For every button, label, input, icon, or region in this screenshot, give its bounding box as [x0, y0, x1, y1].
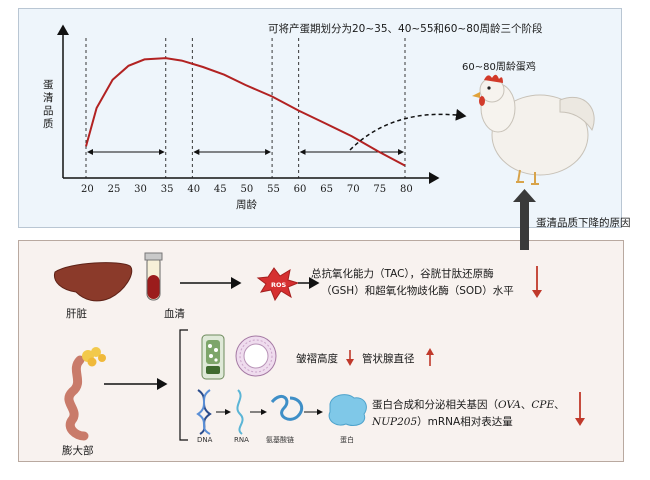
y-axis-label-4: 质 [43, 118, 54, 130]
chart-annotation: 可将产蛋期划分为20~35、40~55和60~80周龄三个阶段 [268, 22, 543, 35]
x-tick-labels: 20 25 30 35 40 45 50 55 60 65 70 75 80 [81, 184, 413, 195]
liver-label: 肝脏 [66, 307, 87, 320]
dna-label: DNA [197, 436, 213, 444]
antioxidant-text-line1: 总抗氧化能力（TAC），谷胱甘肽还原酶 [311, 267, 494, 280]
protein-label: 蛋白 [340, 435, 354, 444]
gene-line2-suffix: ）mRNA相对表达量 [417, 415, 513, 428]
serum-tube-illustration [144, 252, 163, 301]
phase-dividers [85, 38, 406, 178]
fold-height-text: 皱褶高度 [296, 352, 338, 365]
gland-histology-icon [235, 335, 277, 377]
y-axis-label-3: 品 [43, 105, 54, 117]
magnum-label: 膨大部 [62, 444, 94, 457]
fold-height-down-arrow [346, 350, 354, 366]
x-tick-label: 25 [108, 184, 121, 195]
y-axis-label-1: 蛋 [43, 79, 54, 91]
liver-illustration [53, 262, 133, 302]
fold-histology-icon [201, 334, 225, 380]
x-tick-label: 35 [161, 184, 174, 195]
dna-helix-icon [196, 389, 212, 435]
gene-expression-line2: NUP205）mRNA相对表达量 [371, 415, 513, 428]
serum-label: 血清 [164, 307, 185, 320]
rna-label: RNA [234, 436, 249, 444]
cause-arrow-label: 蛋清品质下降的原因 [536, 216, 631, 229]
gland-diameter-text: 管状腺直径 [362, 352, 415, 365]
protein-blob-icon [328, 394, 367, 427]
chicken-label: 60~80周龄蛋鸡 [462, 60, 536, 73]
gene-line1-suffix: 、 [554, 399, 565, 411]
ros-burst-icon [256, 267, 300, 302]
gene-cpe: CPE [531, 399, 554, 411]
x-tick-label: 45 [214, 184, 227, 195]
x-axis-label: 周龄 [236, 198, 257, 211]
gene-sep: 、 [521, 399, 532, 411]
amino-acid-label: 氨基酸链 [266, 435, 294, 444]
hen-illustration [472, 74, 595, 185]
x-tick-label: 50 [241, 184, 254, 195]
antioxidant-down-arrow [532, 266, 542, 298]
bracket [179, 329, 188, 441]
gene-expression-line1: 蛋白合成和分泌相关基因（OVA、CPE、 [372, 398, 565, 411]
x-tick-label: 55 [267, 184, 280, 195]
x-tick-label: 70 [347, 184, 360, 195]
x-tick-label: 75 [373, 184, 386, 195]
x-tick-label: 60 [294, 184, 307, 195]
x-tick-label: 20 [81, 184, 94, 195]
gene-expression-down-arrow [575, 392, 585, 426]
gene-nup: NUP205 [371, 416, 417, 428]
cause-arrow-head [513, 189, 536, 202]
ros-label: ROS [271, 281, 287, 289]
x-tick-label: 80 [400, 184, 413, 195]
gland-diameter-up-arrow [426, 348, 434, 366]
gene-line1-prefix: 蛋白合成和分泌相关基因（ [372, 398, 498, 411]
x-tick-label: 30 [134, 184, 147, 195]
antioxidant-text-line2: （GSH）和超氧化物歧化酶（SOD）水平 [321, 284, 514, 297]
magnum-illustration [64, 347, 106, 441]
x-tick-label: 65 [320, 184, 333, 195]
rna-strand-icon [236, 389, 244, 435]
egg-white-quality-curve [85, 57, 406, 167]
cause-arrow-shaft [520, 200, 529, 250]
gene-ova: OVA [498, 399, 521, 411]
x-tick-label: 40 [187, 184, 200, 195]
y-axis-label-2: 清 [43, 91, 54, 104]
amino-acid-chain-icon [270, 395, 304, 421]
